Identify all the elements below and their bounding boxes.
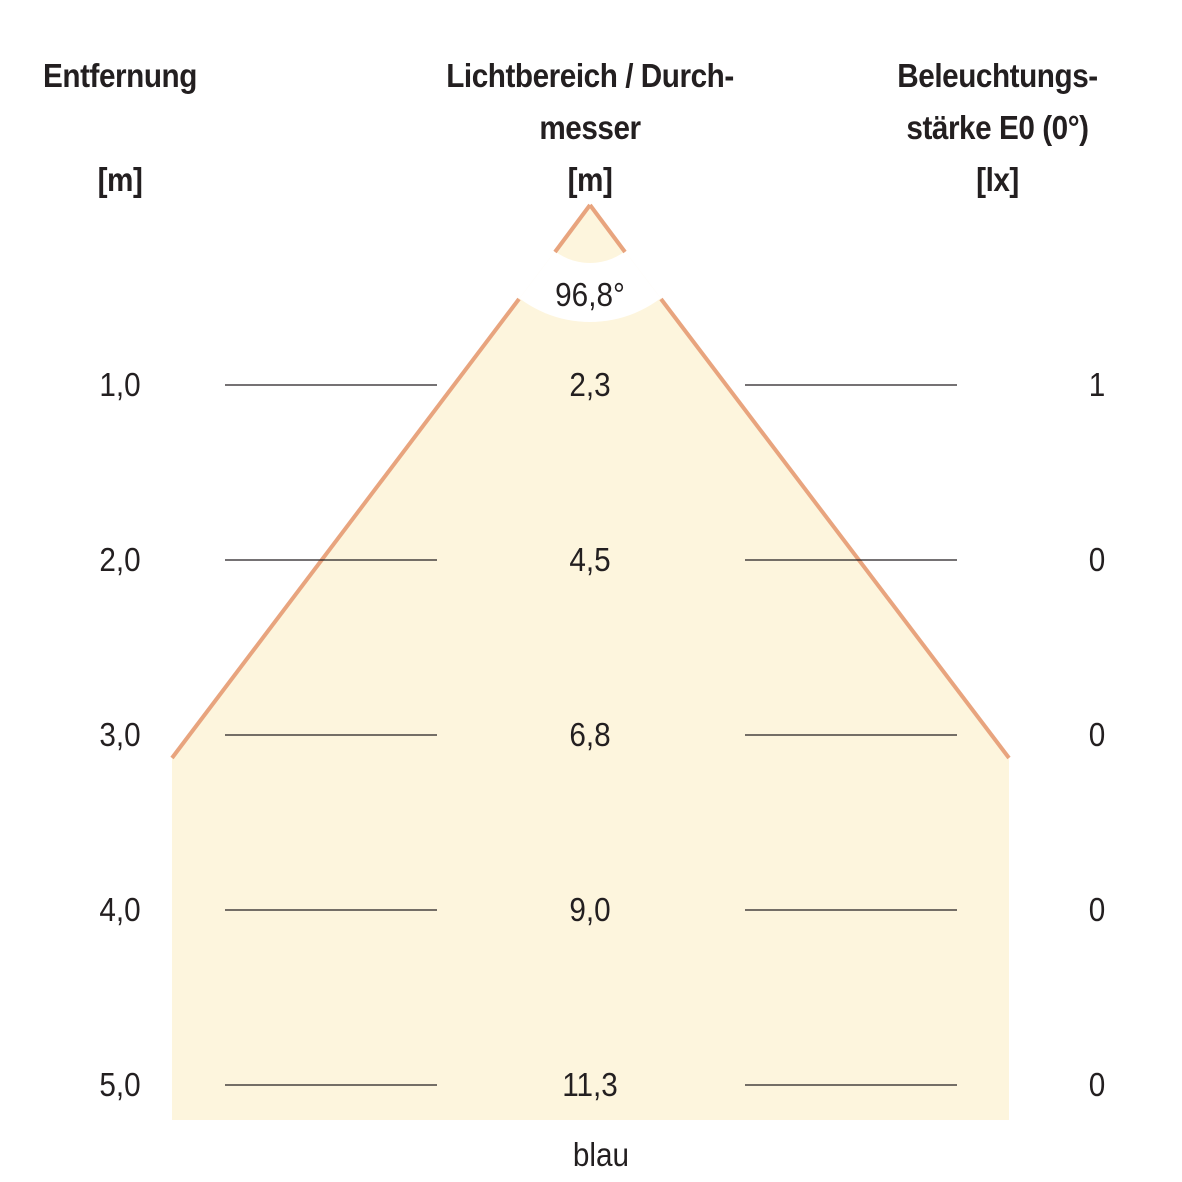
beam-cone xyxy=(172,205,1009,1120)
row-distance-value: 3,0 xyxy=(99,716,141,753)
illuminance-header-unit: [lx] xyxy=(976,161,1019,198)
row-distance-value: 1,0 xyxy=(99,366,141,403)
row-illuminance-value: 0 xyxy=(1088,891,1106,928)
beam-edge-right-top xyxy=(588,203,627,254)
diameter-header-unit: [m] xyxy=(567,161,613,198)
distance-header: Entfernung [m] xyxy=(26,50,215,206)
illuminance-header-line2: stärke E0 (0°) xyxy=(906,109,1089,146)
beam-angle-label: 96,8° xyxy=(555,276,625,313)
row-distance-value: 5,0 xyxy=(99,1066,141,1103)
row-illuminance-value: 0 xyxy=(1088,1066,1106,1103)
row-distance-value: 4,0 xyxy=(99,891,141,928)
row-illuminance-value: 0 xyxy=(1088,716,1106,753)
illuminance-header: Beleuchtungs- stärke E0 (0°) [lx] xyxy=(865,50,1131,206)
row-diameter-value: 6,8 xyxy=(569,716,611,753)
row-distance-value: 2,0 xyxy=(99,541,141,578)
row-diameter-value: 4,5 xyxy=(569,541,611,578)
row-illuminance-value: 1 xyxy=(1088,366,1106,403)
beam-edges xyxy=(170,203,1011,760)
row-diameter-value: 9,0 xyxy=(569,891,611,928)
color-label: blau xyxy=(572,1136,630,1173)
beam-edge-left-top xyxy=(553,203,592,254)
diameter-header-line2: messer xyxy=(539,109,641,146)
row-diameter-value: 2,3 xyxy=(569,366,611,403)
distance-header-unit: [m] xyxy=(97,161,143,198)
row-diameter-value: 11,3 xyxy=(562,1066,618,1103)
diameter-header: Lichtbereich / Durch- messer [m] xyxy=(401,50,779,206)
row-illuminance-value: 0 xyxy=(1088,541,1106,578)
distance-header-title: Entfernung xyxy=(43,57,197,94)
illuminance-header-line1: Beleuchtungs- xyxy=(897,57,1098,94)
beam-edge-left xyxy=(170,297,521,760)
beam-edge-right xyxy=(659,297,1011,760)
diameter-header-line1: Lichtbereich / Durch- xyxy=(446,57,734,94)
